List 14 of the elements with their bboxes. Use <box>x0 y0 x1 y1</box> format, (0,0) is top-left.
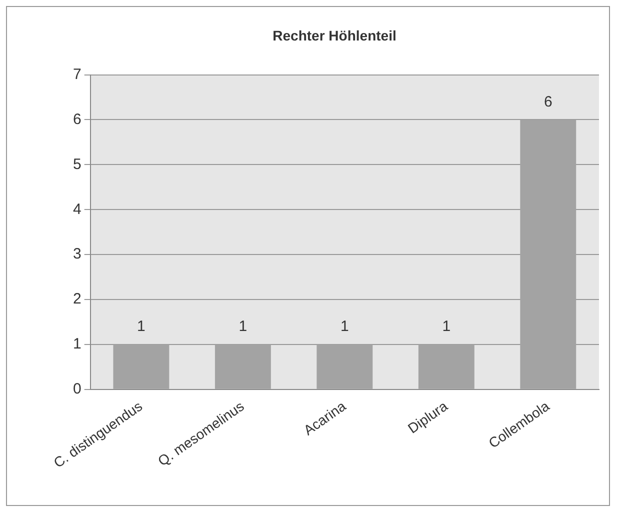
y-tick-label: 7 <box>73 66 82 83</box>
y-tick-label: 0 <box>73 380 82 398</box>
y-tick-label: 5 <box>73 156 82 173</box>
data-label: 6 <box>544 93 552 110</box>
y-tick-label: 3 <box>73 246 82 263</box>
chart-title: Rechter Höhlenteil <box>272 27 396 44</box>
data-label: 1 <box>238 318 248 336</box>
data-label: 1 <box>137 318 146 336</box>
data-label: 1 <box>442 318 451 336</box>
y-tick-label: 4 <box>73 200 82 218</box>
y-tick-label: 1 <box>73 336 82 353</box>
data-label: 1 <box>340 318 349 336</box>
y-tick-label: 6 <box>73 110 82 128</box>
y-tick-label: 2 <box>73 290 82 308</box>
